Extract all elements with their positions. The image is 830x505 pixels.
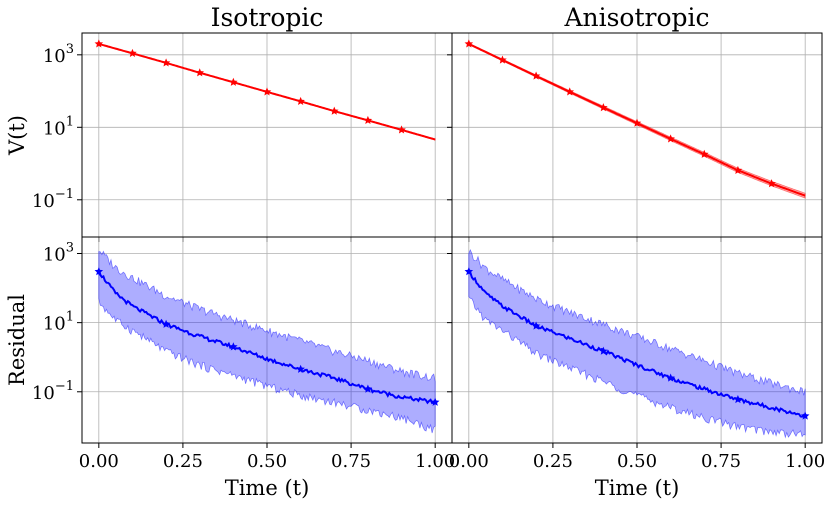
- data-point: [329, 106, 339, 115]
- x-tick-label: 0.25: [533, 451, 573, 472]
- data-point: [296, 96, 305, 105]
- y-tick-label: 101: [43, 114, 74, 139]
- data-point: [464, 39, 474, 48]
- data-point: [498, 55, 507, 64]
- data-point: [363, 384, 373, 393]
- plot-area: [94, 250, 440, 434]
- y-axis-label: Residual: [5, 294, 29, 386]
- x-axis-label: Time (t): [225, 476, 310, 500]
- data-point: [632, 118, 642, 127]
- data-point: [94, 267, 104, 276]
- plot-area: [464, 39, 806, 199]
- data-point: [363, 115, 373, 125]
- panel-3: 0.00 0.25 0.50 0.75 1.00 103 101 10−1 Time (t) Re…: [5, 236, 455, 500]
- panel-2: Anisotropic: [447, 3, 823, 242]
- x-tick-label: 0.25: [163, 451, 203, 472]
- series-line: [467, 269, 806, 418]
- data-point: [800, 411, 810, 420]
- x-tick-label: 1.00: [785, 451, 825, 472]
- data-point: [94, 39, 104, 48]
- data-point: [229, 342, 238, 351]
- y-tick-label: 101: [43, 310, 74, 335]
- y-tick-label: 103: [43, 240, 74, 265]
- data-point: [531, 321, 541, 330]
- data-point: [733, 394, 743, 404]
- x-tick-label: 0.75: [701, 451, 741, 472]
- panel-title: Isotropic: [211, 3, 324, 32]
- data-point: [262, 87, 272, 96]
- data-point: [229, 77, 238, 86]
- data-point: [767, 179, 776, 188]
- data-point: [464, 267, 474, 276]
- data-point: [397, 125, 406, 134]
- plot-area: [94, 39, 436, 141]
- data-point: [161, 319, 171, 328]
- data-point: [733, 165, 743, 174]
- x-axis-label: Time (t): [595, 476, 680, 500]
- confidence-band: [98, 250, 436, 434]
- x-tick-label: 0.00: [449, 451, 489, 472]
- data-point: [195, 68, 205, 77]
- data-point: [531, 71, 541, 80]
- data-point: [430, 397, 440, 406]
- data-point: [565, 87, 575, 96]
- data-point: [128, 48, 137, 57]
- y-tick-label: 103: [43, 42, 74, 67]
- panel-4: 0.00 0.25 0.50 0.75 1.00 Time (t): [447, 236, 825, 500]
- data-point: [699, 149, 709, 158]
- plot-area: [464, 249, 810, 439]
- y-axis-label: V(t): [5, 115, 29, 156]
- data-point: [599, 346, 608, 355]
- x-tick-label: 0.50: [617, 451, 657, 472]
- y-tick-label: 10−1: [32, 379, 74, 404]
- confidence-band: [468, 249, 806, 439]
- data-point: [296, 364, 305, 373]
- x-tick-label: 0.00: [79, 451, 119, 472]
- x-tick-label: 0.75: [331, 451, 371, 472]
- panel-1: 103 101 10−1 Isotropic V(t): [5, 3, 453, 242]
- x-tick-label: 0.50: [247, 451, 287, 472]
- data-point: [599, 103, 608, 112]
- panel-title: Anisotropic: [563, 3, 709, 32]
- data-point: [666, 373, 675, 382]
- data-point: [161, 58, 171, 67]
- y-tick-label: 10−1: [32, 187, 74, 212]
- data-point: [666, 134, 675, 143]
- series-line: [98, 272, 436, 405]
- x-tick-label: 1.00: [415, 451, 455, 472]
